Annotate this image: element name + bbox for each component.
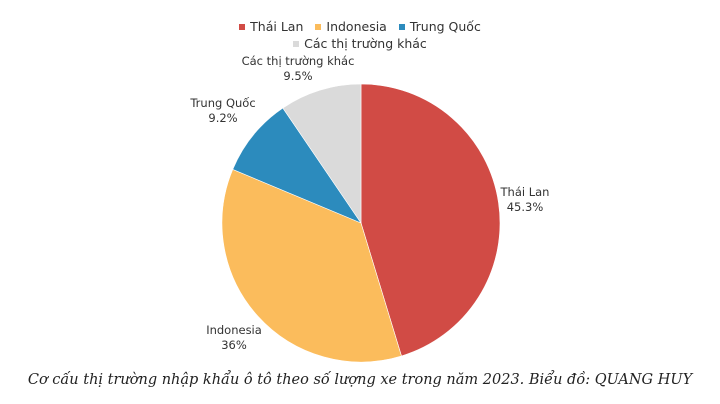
- slice-value: 9.5%: [283, 69, 313, 83]
- legend-swatch-icon: [315, 23, 322, 30]
- legend-label: Các thị trường khác: [304, 36, 427, 51]
- slice-value: 36%: [221, 338, 247, 352]
- legend-label: Thái Lan: [250, 19, 304, 34]
- slice-label-khac: Các thị trường khác 9.5%: [242, 54, 355, 84]
- slice-name: Trung Quốc: [190, 96, 256, 110]
- legend-item-indonesia: Indonesia: [315, 18, 387, 35]
- slice-name: Các thị trường khác: [241, 54, 355, 68]
- legend-label: Indonesia: [326, 19, 387, 34]
- slice-name: Indonesia: [206, 323, 262, 337]
- legend-swatch-icon: [293, 40, 300, 47]
- pie-slice-thái-lan: [360, 83, 501, 357]
- pie-slice-các-thị-trường-khác: [282, 83, 362, 224]
- legend-swatch-icon: [239, 23, 246, 30]
- pie-slice-indonesia: [221, 169, 402, 363]
- chart-caption: Cơ cấu thị trường nhập khẩu ô tô theo số…: [27, 372, 693, 388]
- legend-swatch-icon: [398, 23, 405, 30]
- legend-item-trung-quoc: Trung Quốc: [398, 18, 481, 35]
- chart-legend: Thái Lan Indonesia Trung Quốc Các thị tr…: [0, 18, 720, 52]
- slice-value: 45.3%: [506, 200, 544, 214]
- legend-item-khac: Các thị trường khác: [293, 35, 427, 52]
- slice-label-trung-quoc: Trung Quốc 9.2%: [190, 96, 255, 126]
- slice-name: Thái Lan: [500, 185, 550, 199]
- legend-item-thai-lan: Thái Lan: [239, 18, 303, 35]
- legend-label: Trung Quốc: [409, 19, 481, 34]
- slice-label-indonesia: Indonesia 36%: [206, 323, 262, 353]
- pie-slice-trung-quốc: [232, 107, 362, 224]
- slice-label-thai-lan: Thái Lan 45.3%: [501, 185, 550, 215]
- slice-value: 9.2%: [208, 111, 238, 125]
